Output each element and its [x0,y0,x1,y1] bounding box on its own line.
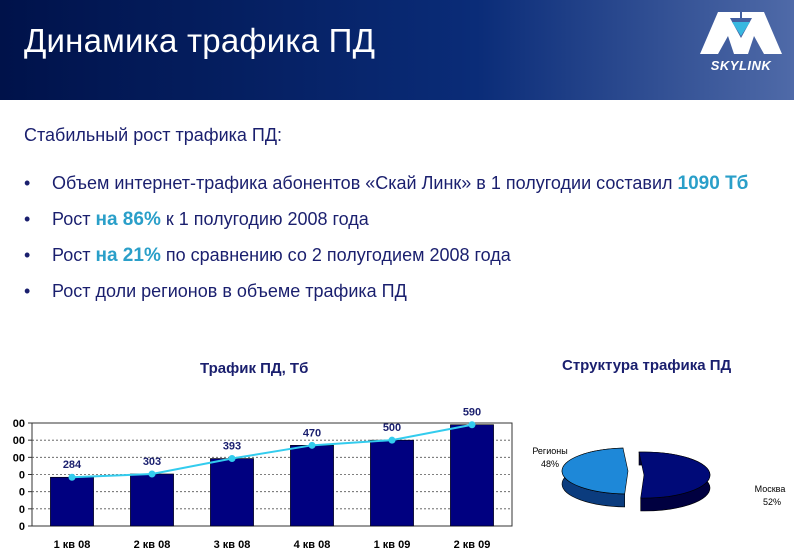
x-tick-label: 1 кв 09 [374,539,411,551]
bullet-highlight: на 86% [95,209,161,230]
bullet-text: Рост [52,245,96,265]
y-tick-label: 00 [13,418,25,430]
y-tick-label: 0 [19,521,25,533]
bar [290,445,334,527]
pie-value-label: 48% [541,459,559,469]
data-label: 303 [143,456,161,468]
x-tick-label: 1 кв 08 [54,539,91,551]
skylink-logo [700,12,782,54]
bullet-dot: • [24,245,31,265]
line-point [388,436,396,444]
data-label: 284 [63,459,82,471]
line-point [148,470,156,478]
bar [50,476,94,527]
line-point [308,441,316,449]
bullet-dot: • [24,209,31,229]
bullet-item: • Рост доли регионов в объеме трафика ПД [24,276,794,312]
bar [130,473,174,527]
y-tick-label: 0 [19,504,25,516]
header-banner [0,0,794,100]
pie-value-label: 52% [763,497,781,507]
bar-chart-title: Трафик ПД, Тб [200,360,309,377]
page-title: Динамика трафика ПД [24,22,376,59]
data-label: 590 [463,407,481,419]
y-tick-label: 00 [13,435,25,447]
bullet-item: • Рост на 21% по сравнению со 2 полугоди… [24,240,794,276]
bullet-dot: • [24,173,31,193]
pie-label: Москва [755,484,786,494]
logo-mark [700,12,782,54]
data-label: 500 [383,422,401,434]
data-label: 470 [303,427,321,439]
x-tick-label: 2 кв 08 [134,539,171,551]
bullet-item: • Рост на 86% к 1 полугодию 2008 года [24,204,794,240]
bullet-item: • Объем интернет-трафика абонентов «Скай… [24,168,794,204]
logo-triangle [732,22,750,36]
bullet-highlight: 1090 Тб [677,173,749,194]
bullet-list: • Объем интернет-трафика абонентов «Скай… [24,168,794,312]
x-tick-label: 2 кв 09 [454,539,491,551]
bar [450,424,494,527]
y-tick-label: 00 [13,452,25,464]
bar [210,458,254,527]
bullet-text: по сравнению со 2 полугодием 2008 года [160,245,511,265]
data-label: 393 [223,441,241,453]
bullet-highlight: на 21% [95,245,161,266]
pie-slice [638,451,711,499]
logo-text: SKYLINK [710,58,772,73]
bullet-text: Рост [52,209,96,229]
line-point [468,421,476,429]
pie-label: Регионы [532,446,567,456]
intro-text: Стабильный рост трафика ПД: [24,125,283,145]
line-point [228,455,236,463]
bullet-dot: • [24,281,31,301]
x-tick-label: 3 кв 08 [214,539,251,551]
bullet-text: Объем интернет-трафика абонентов «Скай Л… [52,173,678,193]
x-tick-label: 4 кв 08 [294,539,331,551]
bullet-text: Рост доли регионов в объеме трафика ПД [52,281,407,301]
bullet-text: к 1 полугодию 2008 года [160,209,369,229]
pie-chart-title: Структура трафика ПД [562,357,732,374]
y-tick-label: 0 [19,487,25,499]
pie-chart: Регионы 48% Москва 52% [532,446,786,512]
y-tick-label: 0 [19,470,25,482]
pie-slice [561,447,629,495]
series-line [71,423,473,479]
line-point [68,473,76,481]
bar [370,439,414,527]
